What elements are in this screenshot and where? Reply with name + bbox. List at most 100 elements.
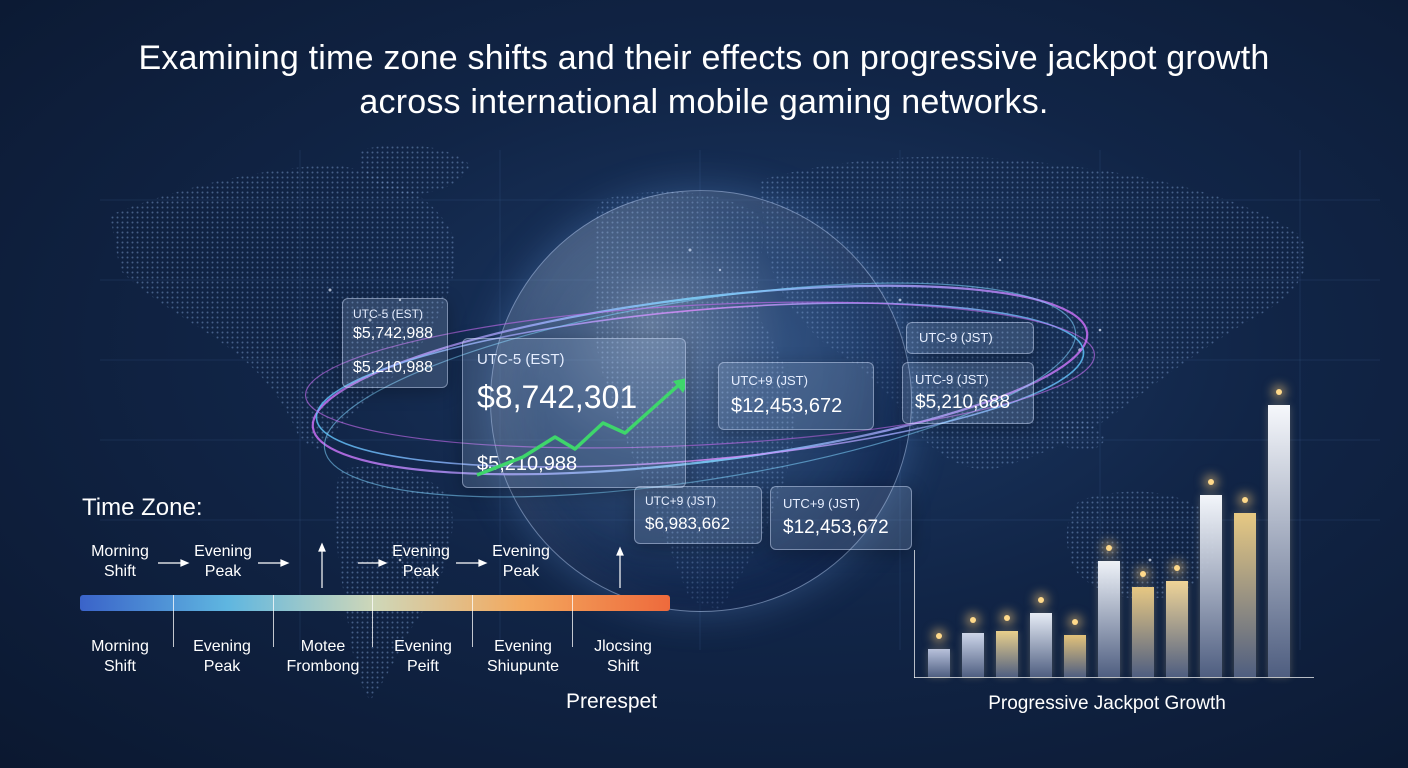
chart-bar (1234, 513, 1256, 677)
card-value-secondary: $5,210,988 (353, 359, 434, 376)
arrow-up-1-head (318, 542, 326, 552)
timeline-tick (273, 595, 274, 647)
chart-bar-glow (936, 633, 942, 639)
orbit-ring-3 (323, 282, 1077, 498)
label-line-2: Shift (103, 563, 136, 580)
card-jst-4: UTC+9 (JST) $6,983,662 (634, 486, 762, 544)
south-america-shape (335, 466, 453, 700)
north-america-shape (110, 165, 456, 450)
chart-bar (1098, 561, 1120, 677)
card-jst-3: UTC-9 (JST) $5,210,688 (902, 362, 1034, 424)
chart-bar-glow (1038, 597, 1044, 603)
label-line-2: Frombong (286, 658, 360, 675)
chart-bar (1268, 405, 1290, 677)
globe (490, 190, 912, 612)
chart-x-axis (914, 677, 1314, 678)
jackpot-bar-chart (914, 360, 1314, 678)
card-timezone: UTC-9 (JST) (919, 330, 993, 345)
chart-bar-glow (1140, 571, 1146, 577)
label-line-1: Evening (194, 543, 252, 560)
label-line-2: Peak (204, 563, 242, 580)
label-line-2: Shift (606, 658, 639, 675)
card-value-secondary: $5,210,988 (477, 453, 578, 475)
chart-bar-glow (1276, 389, 1282, 395)
card-est-small: UTC-5 (EST) $5,742,988 $5,210,988 (342, 298, 448, 388)
timeline-top-label: Evening Peak (384, 542, 458, 582)
card-timezone: UTC+9 (JST) (783, 496, 860, 511)
label-line-1: Jlocsing (594, 638, 652, 655)
card-timezone: UTC-5 (EST) (353, 307, 423, 321)
label-line-2: Peift (406, 658, 439, 675)
greenland-shape (358, 145, 470, 194)
growth-trend-line (476, 378, 685, 477)
arrow-right-2-head (280, 559, 290, 567)
card-value: $8,742,301 (477, 379, 638, 415)
chart-bar (928, 649, 950, 677)
chart-bar-glow (1242, 497, 1248, 503)
timeline-top-label: Evening Peak (484, 542, 558, 582)
label-line-2: Peak (502, 563, 540, 580)
timeline-tick (572, 595, 573, 647)
orbit-ring-2 (315, 302, 1085, 468)
card-value: $12,453,672 (783, 517, 889, 538)
orbit-ring-1 (311, 284, 1089, 476)
chart-bar-glow (1174, 565, 1180, 571)
card-jst-1: UTC+9 (JST) $12,453,672 (718, 362, 874, 430)
label-line-1: Evening (494, 638, 552, 655)
timeline-bottom-label: Jlocsing Shift (580, 637, 666, 677)
islands-shape (1060, 418, 1105, 452)
timeline-top-label: Evening Peak (186, 542, 260, 582)
title-line-1: Examining time zone shifts and their eff… (138, 39, 1270, 77)
label-line-2: Peak (203, 658, 241, 675)
chart-bar (1200, 495, 1222, 677)
timeline-bottom-label: Morning Shift (80, 637, 160, 677)
chart-y-axis (914, 550, 915, 678)
label-line-2: Shift (103, 658, 136, 675)
chart-x-label: Progressive Jackpot Growth (988, 693, 1226, 714)
chart-bar (962, 633, 984, 677)
chart-bar-glow (1208, 479, 1214, 485)
card-timezone: UTC-5 (EST) (477, 351, 565, 368)
card-value: $5,742,988 (353, 325, 434, 342)
timeline-heading: Time Zone: (82, 494, 203, 521)
timeline-tick (472, 595, 473, 647)
label-line-1: Morning (91, 543, 149, 560)
arrow-up-2-head (616, 546, 624, 556)
chart-bar (1030, 613, 1052, 677)
card-value: $6,983,662 (645, 514, 731, 533)
timeline-bottom-label: Evening Shiupunte (478, 637, 568, 677)
card-est-main: UTC-5 (EST) $8,742,301 $5,210,988 (462, 338, 686, 488)
timeline-axis-title: Prerespet (566, 690, 658, 713)
label-line-1: Evening (392, 543, 450, 560)
chart-bar-glow (1106, 545, 1112, 551)
chart-bar-glow (970, 617, 976, 623)
timeline-bottom-label: Motee Frombong (278, 637, 368, 677)
label-line-2: Shiupunte (486, 658, 560, 675)
card-value: $5,210,688 (915, 392, 1011, 413)
chart-bar (1132, 587, 1154, 677)
trend-polyline (476, 381, 683, 477)
card-timezone: UTC-9 (JST) (915, 372, 989, 387)
title-line-2: across international mobile gaming netwo… (359, 83, 1049, 121)
chart-bar (1166, 581, 1188, 677)
card-timezone: UTC+9 (JST) (731, 373, 808, 388)
orbit-ring-group (304, 282, 1096, 498)
timeline-bottom-label: Evening Peift (384, 637, 462, 677)
label-line-1: Evening (394, 638, 452, 655)
card-jst-5: UTC+9 (JST) $12,453,672 (770, 486, 912, 550)
chart-bar (1064, 635, 1086, 677)
card-jst-2: UTC-9 (JST) (906, 322, 1034, 354)
arrow-right-1-head (180, 559, 190, 567)
label-line-1: Motee (300, 638, 346, 655)
chart-bar (996, 631, 1018, 677)
timeline-top-label: Morning Shift (82, 542, 158, 582)
label-line-2: Peak (402, 563, 440, 580)
card-value: $12,453,672 (731, 395, 843, 417)
chart-bar-glow (1004, 615, 1010, 621)
trend-arrow-head (673, 378, 685, 393)
page-title: Examining time zone shifts and their eff… (40, 36, 1368, 124)
timeline-bottom-label: Evening Peak (183, 637, 261, 677)
label-line-1: Evening (193, 638, 251, 655)
